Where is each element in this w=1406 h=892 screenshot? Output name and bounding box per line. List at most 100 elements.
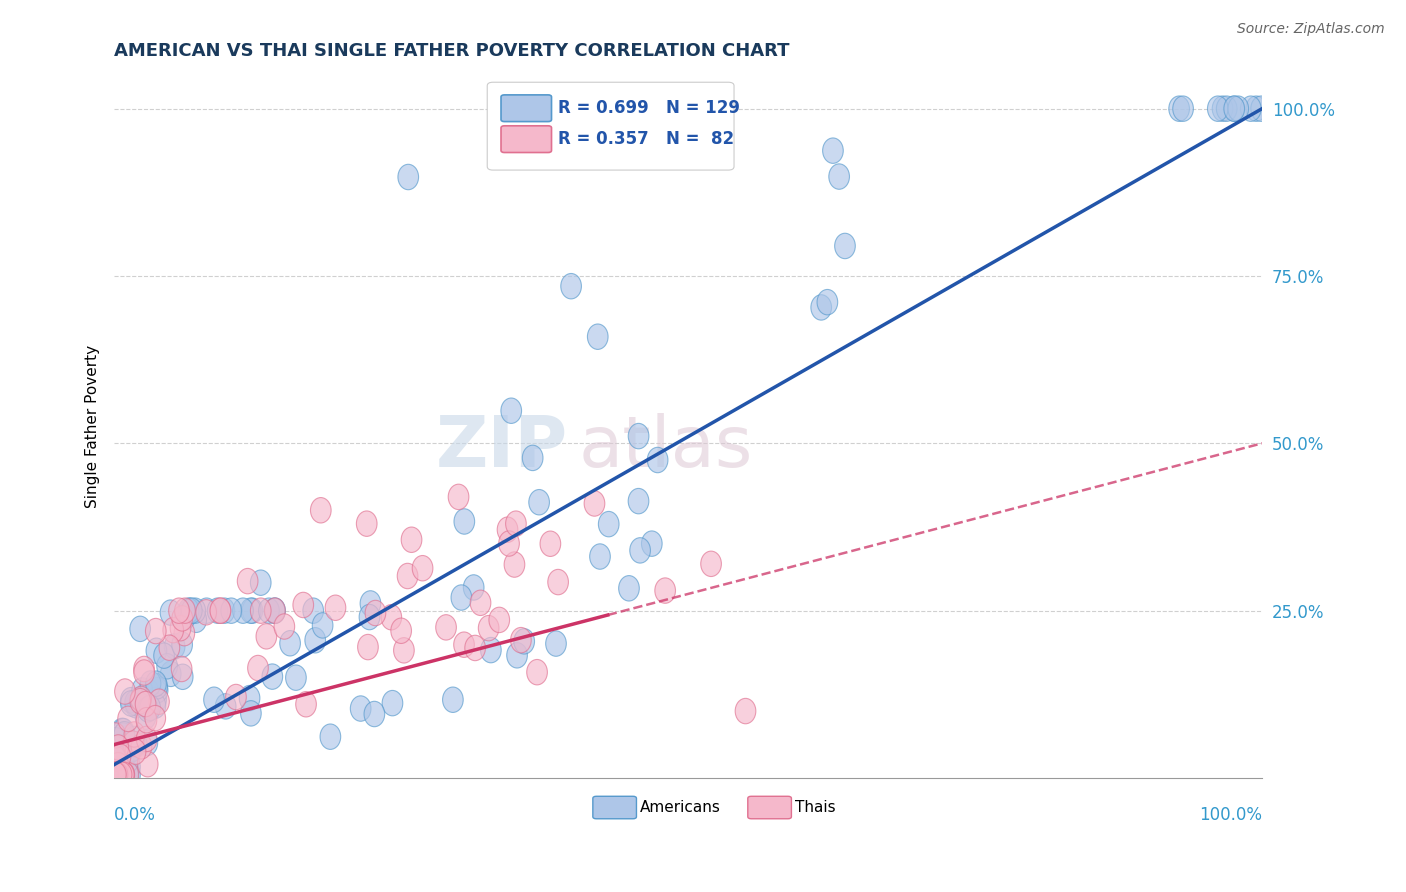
Ellipse shape — [146, 673, 167, 699]
Ellipse shape — [382, 690, 402, 716]
Ellipse shape — [321, 724, 340, 749]
Text: ZIP: ZIP — [436, 413, 568, 483]
Ellipse shape — [179, 598, 198, 624]
Ellipse shape — [108, 762, 128, 788]
Ellipse shape — [214, 598, 235, 624]
Ellipse shape — [157, 654, 177, 679]
Ellipse shape — [828, 164, 849, 189]
Ellipse shape — [165, 633, 186, 659]
Ellipse shape — [105, 762, 127, 788]
Y-axis label: Single Father Poverty: Single Father Poverty — [86, 345, 100, 508]
Ellipse shape — [105, 762, 125, 788]
Ellipse shape — [186, 607, 207, 632]
Ellipse shape — [225, 684, 246, 710]
Ellipse shape — [132, 678, 152, 703]
Ellipse shape — [107, 737, 128, 762]
Ellipse shape — [356, 511, 377, 536]
Ellipse shape — [449, 484, 468, 509]
Ellipse shape — [239, 685, 260, 711]
Ellipse shape — [121, 688, 141, 713]
Ellipse shape — [394, 638, 415, 663]
Ellipse shape — [1212, 96, 1233, 121]
Ellipse shape — [114, 722, 135, 747]
FancyBboxPatch shape — [501, 95, 551, 121]
Ellipse shape — [498, 517, 517, 542]
Ellipse shape — [114, 748, 134, 774]
Ellipse shape — [209, 598, 231, 624]
Ellipse shape — [561, 274, 582, 299]
Ellipse shape — [139, 695, 160, 721]
FancyBboxPatch shape — [501, 126, 551, 153]
Ellipse shape — [232, 598, 253, 624]
Ellipse shape — [412, 556, 433, 581]
Ellipse shape — [138, 751, 157, 777]
Ellipse shape — [489, 607, 509, 632]
Ellipse shape — [105, 740, 125, 765]
Ellipse shape — [817, 289, 838, 315]
Ellipse shape — [250, 570, 271, 595]
Ellipse shape — [105, 723, 125, 748]
Ellipse shape — [141, 671, 160, 697]
Ellipse shape — [204, 687, 225, 713]
Ellipse shape — [350, 696, 371, 722]
Ellipse shape — [1240, 96, 1261, 121]
Ellipse shape — [127, 731, 148, 757]
Ellipse shape — [470, 591, 491, 615]
Ellipse shape — [589, 544, 610, 569]
Ellipse shape — [240, 598, 262, 624]
Ellipse shape — [145, 706, 166, 731]
Ellipse shape — [108, 762, 129, 788]
Ellipse shape — [125, 692, 146, 718]
Ellipse shape — [125, 739, 146, 764]
Ellipse shape — [238, 568, 257, 594]
Ellipse shape — [505, 552, 524, 577]
Ellipse shape — [163, 617, 184, 643]
Ellipse shape — [114, 762, 135, 788]
Ellipse shape — [112, 718, 134, 744]
Ellipse shape — [138, 679, 159, 704]
Ellipse shape — [357, 634, 378, 660]
Ellipse shape — [111, 740, 132, 766]
Text: AMERICAN VS THAI SINGLE FATHER POVERTY CORRELATION CHART: AMERICAN VS THAI SINGLE FATHER POVERTY C… — [114, 42, 790, 60]
Ellipse shape — [105, 762, 125, 788]
Ellipse shape — [619, 575, 640, 601]
Ellipse shape — [146, 638, 167, 664]
Ellipse shape — [110, 758, 131, 784]
Ellipse shape — [124, 722, 145, 747]
Ellipse shape — [148, 677, 167, 703]
Ellipse shape — [118, 732, 139, 757]
Ellipse shape — [146, 671, 166, 697]
Ellipse shape — [264, 598, 285, 624]
Ellipse shape — [256, 624, 277, 649]
Ellipse shape — [181, 598, 202, 624]
Ellipse shape — [111, 762, 132, 788]
Ellipse shape — [398, 164, 419, 190]
Ellipse shape — [588, 324, 607, 350]
Ellipse shape — [364, 701, 385, 727]
Ellipse shape — [107, 762, 128, 788]
Ellipse shape — [1208, 96, 1227, 121]
Ellipse shape — [311, 498, 332, 523]
Ellipse shape — [240, 700, 262, 726]
Ellipse shape — [135, 691, 156, 717]
Ellipse shape — [172, 632, 193, 657]
Ellipse shape — [121, 690, 141, 716]
Ellipse shape — [540, 531, 561, 557]
Ellipse shape — [172, 606, 193, 632]
Ellipse shape — [510, 627, 531, 653]
Ellipse shape — [145, 618, 166, 644]
Ellipse shape — [700, 551, 721, 576]
Ellipse shape — [242, 598, 263, 624]
Ellipse shape — [305, 628, 326, 653]
Ellipse shape — [107, 745, 128, 771]
Ellipse shape — [105, 740, 127, 766]
Ellipse shape — [274, 614, 295, 640]
Ellipse shape — [136, 726, 157, 752]
Ellipse shape — [114, 762, 135, 788]
Ellipse shape — [172, 657, 193, 681]
Ellipse shape — [221, 598, 242, 624]
Ellipse shape — [136, 731, 157, 756]
FancyBboxPatch shape — [488, 82, 734, 170]
Ellipse shape — [146, 687, 166, 713]
Ellipse shape — [115, 679, 135, 705]
